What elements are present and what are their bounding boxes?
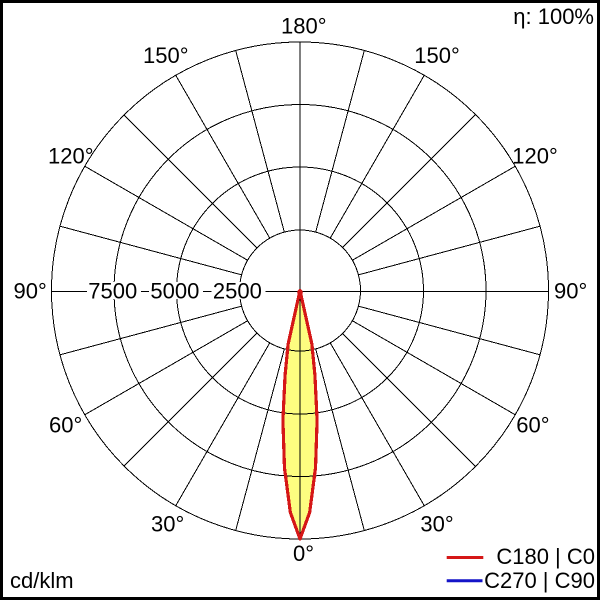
svg-text:cd/klm: cd/klm xyxy=(10,568,74,593)
svg-text:30°: 30° xyxy=(420,512,453,537)
svg-text:90°: 90° xyxy=(14,279,47,304)
svg-text:60°: 60° xyxy=(516,413,549,438)
svg-text:C270 | C90: C270 | C90 xyxy=(484,568,595,593)
svg-text:120°: 120° xyxy=(512,144,558,169)
svg-text:150°: 150° xyxy=(414,43,460,68)
svg-text:150°: 150° xyxy=(143,43,189,68)
svg-text:30°: 30° xyxy=(151,512,184,537)
svg-text:0°: 0° xyxy=(293,541,314,566)
svg-text:120°: 120° xyxy=(48,144,94,169)
svg-text:5000: 5000 xyxy=(150,279,199,304)
svg-text:C180 | C0: C180 | C0 xyxy=(496,544,595,569)
svg-text:7500: 7500 xyxy=(88,279,137,304)
svg-text:180°: 180° xyxy=(281,14,327,39)
svg-text:90°: 90° xyxy=(554,279,587,304)
svg-text:60°: 60° xyxy=(49,413,82,438)
svg-text:2500: 2500 xyxy=(213,279,262,304)
svg-text:η: 100%: η: 100% xyxy=(513,4,594,29)
